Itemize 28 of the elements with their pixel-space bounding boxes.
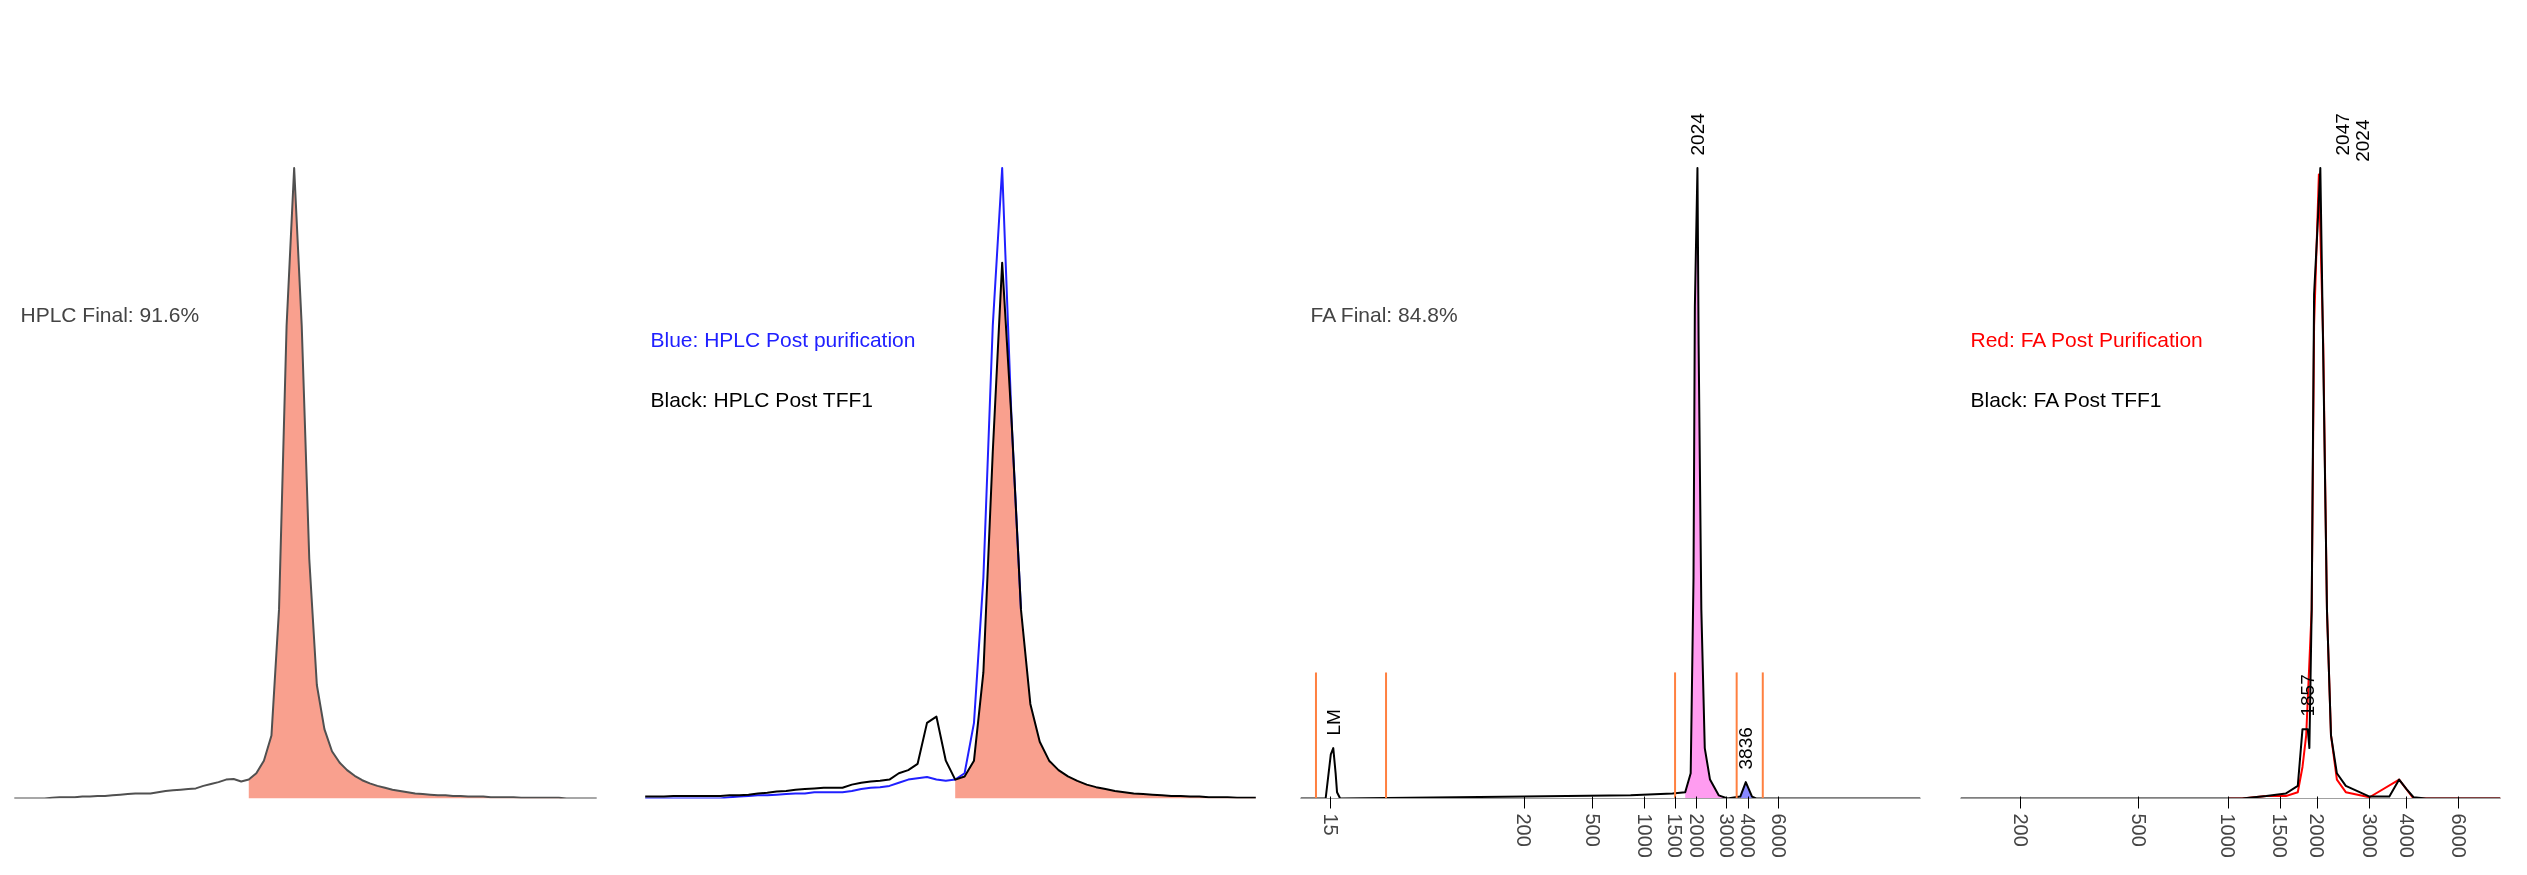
x-tick-label: 1000 xyxy=(1633,813,1656,858)
annotation: 2024 xyxy=(2352,119,2374,162)
x-tick-label: 1000 xyxy=(2217,813,2240,858)
text: Red: FA Post Purification xyxy=(1970,328,2203,352)
annotation: 3836 xyxy=(1735,727,1757,770)
text: Blue: HPLC Post purification xyxy=(650,328,916,352)
x-tick-label: 4000 xyxy=(2395,813,2418,858)
x-tick-label: 500 xyxy=(1581,813,1604,847)
text: Black: HPLC Post TFF1 xyxy=(650,388,874,412)
annotation: HPLC Final: 91.6% xyxy=(20,302,200,326)
annotation: LM xyxy=(1322,709,1344,736)
x-tick-label: 6000 xyxy=(1767,813,1790,858)
annotation: 2024 xyxy=(1686,112,1708,156)
x-tick-label: 3000 xyxy=(2358,813,2381,858)
annotation: FA Final: 84.8% xyxy=(1310,302,1458,326)
x-tick-label: 2000 xyxy=(2306,813,2329,858)
x-tick-label: 500 xyxy=(2127,813,2150,847)
x-tick-label: 1500 xyxy=(2269,813,2292,858)
x-tick-label: 6000 xyxy=(2447,813,2470,858)
annotation: 2047 xyxy=(2331,113,2353,156)
x-tick-label: 200 xyxy=(1513,813,1536,847)
x-tick-label: 15 xyxy=(1319,813,1342,836)
x-tick-label: 3000 xyxy=(1715,813,1738,858)
x-tick-label: 2000 xyxy=(1685,813,1708,858)
x-tick-label: 1500 xyxy=(1664,813,1687,858)
text: Black: FA Post TFF1 xyxy=(1970,388,2162,412)
x-tick-label: 4000 xyxy=(1737,813,1760,858)
x-tick-label: 200 xyxy=(2009,813,2032,847)
